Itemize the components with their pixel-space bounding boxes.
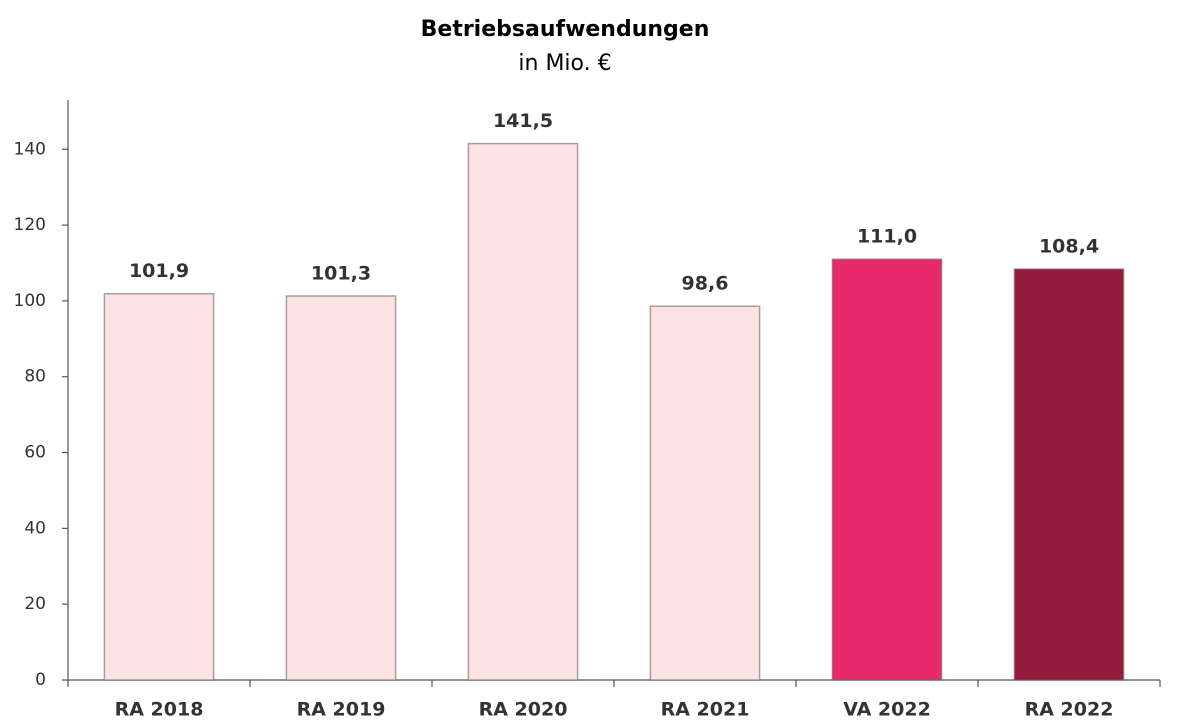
x-tick-label: VA 2022	[843, 699, 931, 721]
bar	[649, 305, 761, 681]
value-label: 98,6	[682, 273, 729, 295]
bar	[1013, 268, 1125, 681]
y-tick-label: 0	[35, 670, 46, 690]
chart-subtitle: in Mio. €	[518, 51, 611, 76]
value-label: 111,0	[857, 226, 917, 248]
x-tick-label: RA 2021	[661, 699, 750, 721]
bar	[285, 295, 397, 681]
value-label: 101,9	[129, 260, 189, 282]
x-tick-label: RA 2020	[479, 699, 568, 721]
y-tick-label: 120	[14, 215, 46, 235]
y-tick-label: 100	[14, 291, 46, 311]
value-label: 108,4	[1039, 236, 1099, 258]
x-tick-label: RA 2018	[115, 699, 204, 721]
value-label: 141,5	[493, 110, 553, 132]
chart-title: Betriebsaufwendungen	[421, 17, 710, 42]
x-tick-label: RA 2022	[1025, 699, 1114, 721]
y-tick-label: 140	[14, 139, 46, 159]
value-label: 101,3	[311, 262, 371, 284]
bar	[831, 258, 943, 681]
y-tick-label: 60	[24, 443, 46, 463]
x-tick-label: RA 2019	[297, 699, 386, 721]
bar	[103, 292, 215, 681]
bar	[467, 142, 579, 681]
y-tick-label: 80	[24, 367, 46, 387]
y-tick-label: 40	[24, 518, 46, 538]
y-tick-label: 20	[24, 594, 46, 614]
